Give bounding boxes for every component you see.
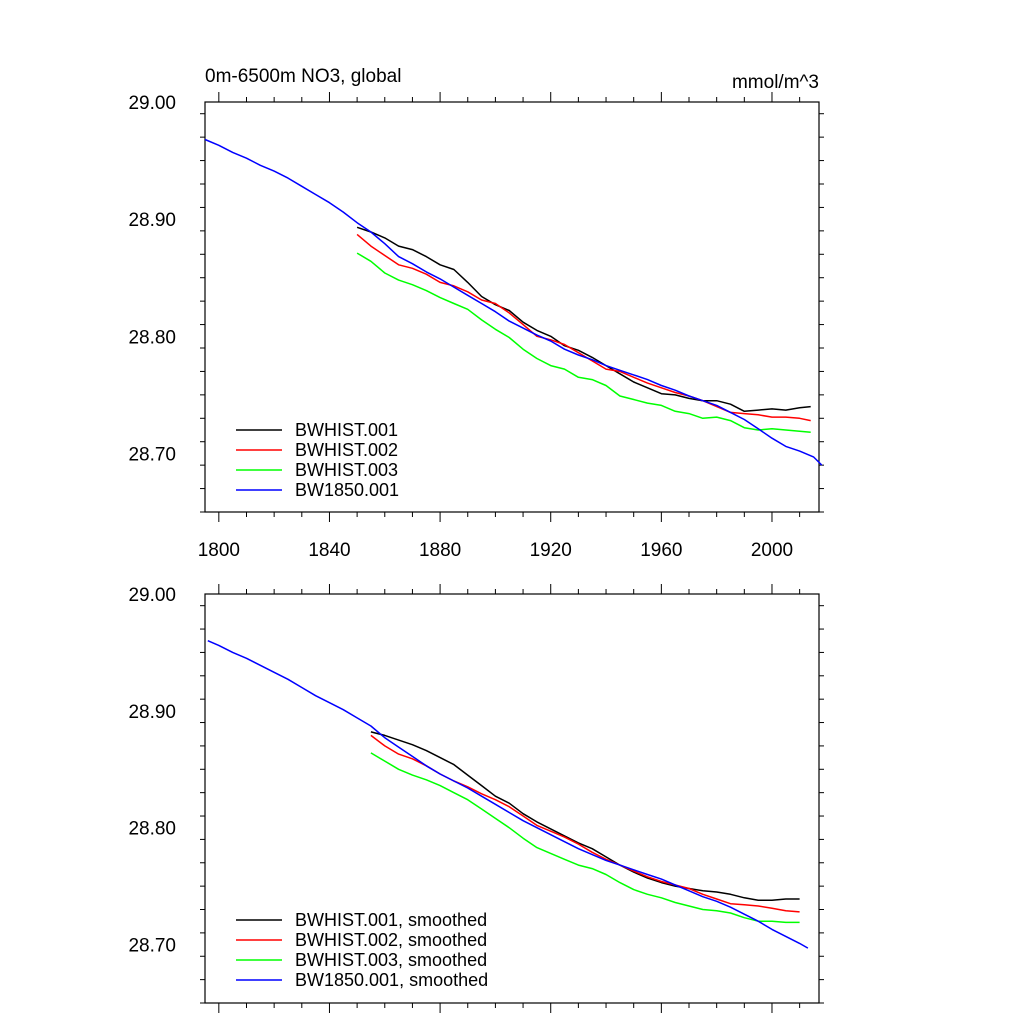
legend-label: BW1850.001	[295, 480, 399, 500]
legend-label: BWHIST.003	[295, 460, 398, 480]
y-tick-label: 29.00	[128, 585, 176, 606]
y-tick-label: 28.80	[128, 819, 176, 840]
legend-label: BW1850.001, smoothed	[295, 970, 488, 990]
legend-label: BWHIST.002, smoothed	[295, 930, 487, 950]
chart-title: 0m-6500m NO3, global	[205, 66, 401, 87]
x-tick-label: 1840	[308, 540, 350, 561]
series-line	[370, 731, 800, 901]
x-tick-label: 2000	[751, 540, 793, 561]
units-label: mmol/m^3	[732, 72, 819, 93]
y-tick-label: 29.00	[128, 93, 176, 114]
plot-frame	[204, 101, 820, 513]
x-tick-label: 1880	[419, 540, 461, 561]
legend-label: BWHIST.002	[295, 440, 398, 460]
y-tick-label: 28.70	[128, 936, 176, 957]
series-line	[356, 252, 811, 434]
plot-frame	[204, 593, 820, 1004]
series-line	[370, 734, 800, 913]
series-line	[356, 233, 811, 422]
series-line	[370, 752, 800, 924]
legend-label: BWHIST.003, smoothed	[295, 950, 487, 970]
bottom-chart: 28.70 28.80 28.90 29.00 BWHIST.001, smoothed…	[128, 584, 824, 1013]
x-tick-label: 1800	[198, 540, 240, 561]
x-tick-label: 1960	[640, 540, 682, 561]
series-line	[204, 138, 823, 466]
legend-label: BWHIST.001, smoothed	[295, 910, 487, 930]
series-line	[207, 640, 809, 949]
top-chart: 0m-6500m NO3, global mmol/m^3 1800 1840 18…	[128, 66, 824, 561]
x-tick-label: 1920	[530, 540, 572, 561]
y-tick-label: 28.90	[128, 210, 176, 231]
legend-label: BWHIST.001	[295, 420, 398, 440]
series-line	[356, 226, 811, 413]
y-tick-label: 28.80	[128, 327, 176, 348]
y-tick-label: 28.90	[128, 702, 176, 723]
y-tick-label: 28.70	[128, 444, 176, 465]
